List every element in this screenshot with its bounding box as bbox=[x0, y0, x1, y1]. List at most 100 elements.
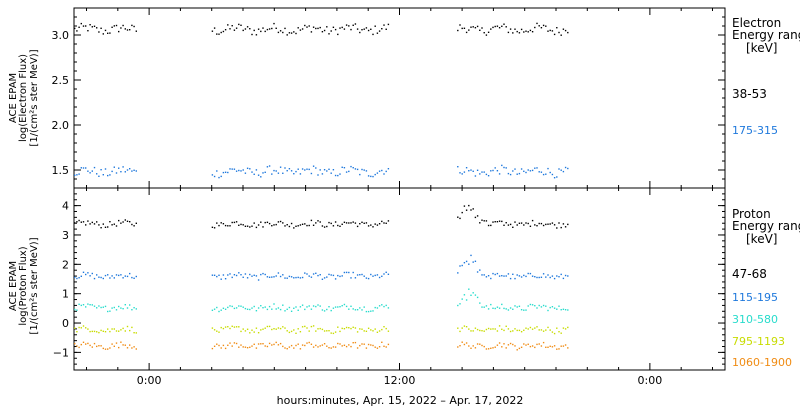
proton-point-115-195 bbox=[520, 276, 523, 278]
electron-point-175-315 bbox=[131, 170, 133, 172]
proton-point-115-195 bbox=[271, 276, 273, 278]
proton-point-795-1193 bbox=[479, 329, 481, 332]
proton-point-115-195 bbox=[350, 277, 352, 279]
electron-point-175-315 bbox=[299, 173, 302, 175]
proton-point-1060-1900 bbox=[538, 343, 540, 345]
proton-point-310-580 bbox=[118, 305, 120, 308]
electron-y-tick-label: 2.0 bbox=[52, 119, 70, 132]
proton-point-795-1193 bbox=[242, 328, 244, 330]
electron-point-175-315 bbox=[312, 165, 315, 167]
proton-point-47-68 bbox=[483, 220, 485, 222]
proton-point-47-68 bbox=[545, 223, 547, 226]
electron-point-38-53 bbox=[509, 28, 512, 30]
proton-point-310-580 bbox=[518, 305, 521, 307]
proton-point-1060-1900 bbox=[468, 345, 470, 347]
proton-point-115-195 bbox=[240, 274, 242, 276]
proton-point-115-195 bbox=[238, 272, 240, 274]
electron-point-38-53 bbox=[312, 26, 315, 28]
proton-legend-title-line-3: [keV] bbox=[746, 232, 777, 246]
proton-point-47-68 bbox=[332, 225, 335, 227]
electron-point-38-53 bbox=[359, 31, 361, 34]
proton-point-1060-1900 bbox=[91, 346, 93, 348]
electron-point-175-315 bbox=[512, 170, 514, 172]
proton-point-47-68 bbox=[348, 222, 350, 224]
proton-point-115-195 bbox=[352, 271, 354, 274]
proton-point-795-1193 bbox=[470, 330, 472, 332]
proton-point-310-580 bbox=[337, 306, 339, 308]
proton-point-115-195 bbox=[76, 277, 78, 280]
proton-point-47-68 bbox=[216, 222, 218, 224]
proton-point-1060-1900 bbox=[352, 342, 354, 344]
proton-point-795-1193 bbox=[131, 326, 133, 329]
proton-point-310-580 bbox=[264, 306, 266, 308]
proton-point-795-1193 bbox=[246, 328, 249, 330]
proton-point-310-580 bbox=[339, 306, 341, 308]
electron-point-38-53 bbox=[111, 26, 113, 28]
electron-y-tick-label: 2.5 bbox=[52, 74, 70, 87]
proton-point-47-68 bbox=[78, 219, 80, 222]
electron-point-38-53 bbox=[496, 25, 499, 27]
proton-point-310-580 bbox=[367, 310, 370, 313]
proton-point-795-1193 bbox=[551, 331, 554, 333]
proton-point-310-580 bbox=[282, 304, 284, 306]
proton-point-1060-1900 bbox=[558, 348, 560, 350]
proton-point-47-68 bbox=[378, 223, 381, 225]
proton-point-795-1193 bbox=[350, 327, 352, 330]
proton-point-310-580 bbox=[352, 308, 354, 310]
proton-point-47-68 bbox=[126, 220, 129, 222]
proton-point-1060-1900 bbox=[374, 346, 376, 348]
proton-point-47-68 bbox=[372, 226, 374, 228]
proton-point-115-195 bbox=[459, 265, 461, 267]
electron-point-38-53 bbox=[332, 26, 335, 28]
proton-point-115-195 bbox=[385, 271, 387, 273]
electron-point-38-53 bbox=[268, 28, 271, 30]
proton-point-47-68 bbox=[319, 221, 321, 223]
proton-point-115-195 bbox=[343, 271, 346, 274]
proton-point-795-1193 bbox=[476, 328, 479, 331]
proton-point-1060-1900 bbox=[122, 344, 124, 346]
electron-point-38-53 bbox=[365, 27, 368, 29]
proton-point-115-195 bbox=[376, 274, 379, 276]
electron-point-38-53 bbox=[299, 29, 302, 31]
electron-point-175-315 bbox=[113, 166, 115, 168]
proton-point-47-68 bbox=[516, 224, 518, 226]
proton-point-1060-1900 bbox=[518, 347, 521, 350]
proton-point-310-580 bbox=[275, 308, 277, 310]
proton-point-1060-1900 bbox=[370, 344, 372, 346]
proton-point-795-1193 bbox=[383, 326, 385, 328]
electron-point-175-315 bbox=[507, 172, 510, 175]
proton-point-795-1193 bbox=[503, 329, 505, 332]
proton-point-310-580 bbox=[273, 303, 275, 305]
proton-point-1060-1900 bbox=[496, 344, 499, 346]
proton-point-795-1193 bbox=[381, 328, 383, 331]
proton-legend-entry-5: 1060-1900 bbox=[732, 356, 792, 369]
proton-point-115-195 bbox=[359, 274, 361, 276]
proton-point-47-68 bbox=[89, 223, 91, 225]
electron-point-38-53 bbox=[231, 25, 233, 27]
proton-point-795-1193 bbox=[337, 326, 339, 328]
proton-point-310-580 bbox=[370, 310, 372, 312]
proton-point-115-195 bbox=[483, 274, 485, 276]
electron-point-175-315 bbox=[76, 174, 78, 176]
electron-point-38-53 bbox=[476, 25, 479, 28]
proton-point-47-68 bbox=[507, 224, 510, 226]
proton-point-115-195 bbox=[211, 274, 214, 276]
proton-point-795-1193 bbox=[282, 326, 284, 328]
electron-point-38-53 bbox=[465, 31, 468, 34]
electron-point-38-53 bbox=[240, 24, 242, 26]
proton-point-1060-1900 bbox=[304, 344, 306, 347]
proton-point-47-68 bbox=[361, 221, 363, 223]
electron-point-175-315 bbox=[284, 167, 286, 169]
electron-point-175-315 bbox=[461, 173, 463, 175]
electron-y-title-line-1: ACE EPAM bbox=[8, 73, 19, 123]
proton-point-115-195 bbox=[354, 277, 357, 279]
proton-point-795-1193 bbox=[257, 332, 260, 334]
proton-point-795-1193 bbox=[299, 331, 302, 333]
proton-point-795-1193 bbox=[135, 332, 137, 334]
electron-point-175-315 bbox=[387, 168, 390, 170]
proton-point-795-1193 bbox=[514, 328, 516, 330]
electron-point-175-315 bbox=[80, 167, 82, 169]
proton-point-115-195 bbox=[529, 272, 532, 275]
proton-point-1060-1900 bbox=[102, 347, 104, 350]
proton-point-1060-1900 bbox=[251, 345, 253, 347]
